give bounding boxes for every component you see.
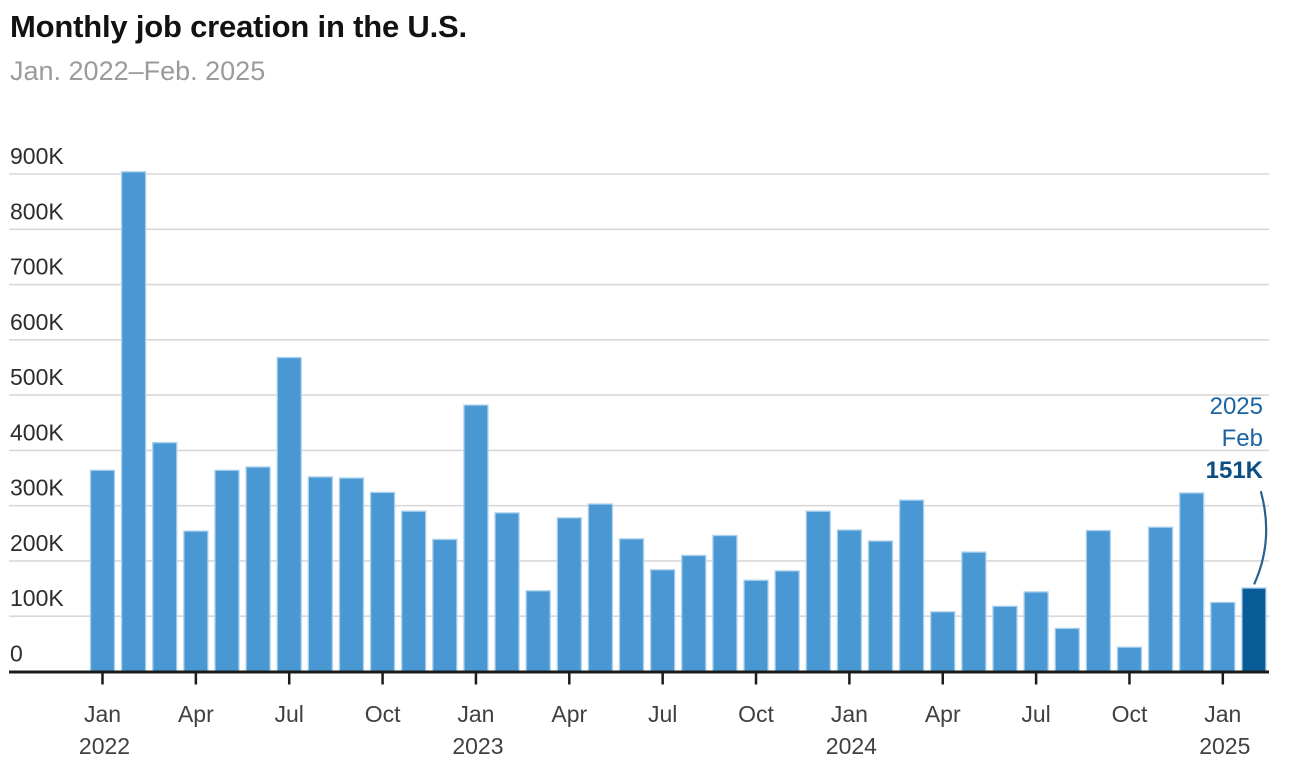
x-axis-label-oct-2023: Oct — [738, 701, 774, 727]
bar-jan-2025 — [1210, 601, 1236, 674]
bar-feb-2024 — [867, 540, 894, 674]
x-axis-label-jan-2024: Jan — [831, 701, 868, 727]
x-axis-label-jan-2025: Jan — [1204, 701, 1241, 727]
y-axis-label-400k: 400K — [10, 419, 64, 445]
bar-oct-2024 — [1116, 646, 1143, 674]
x-axis-label-apr-2023: Apr — [551, 701, 587, 727]
bar-may-2024 — [961, 551, 987, 674]
bar-apr-2023 — [556, 517, 582, 674]
chart-title: Monthly job creation in the U.S. — [10, 9, 467, 44]
bar-aug-2024 — [1054, 627, 1080, 674]
bar-jan-2023 — [463, 404, 489, 674]
y-axis-label-300k: 300K — [10, 475, 64, 501]
bar-feb-2023 — [494, 512, 520, 674]
bar-mar-2024 — [898, 499, 925, 674]
annotation-callout-curve — [1253, 490, 1268, 585]
bar-nov-2024 — [1147, 526, 1174, 674]
x-axis-year-2024: 2024 — [826, 733, 877, 759]
y-axis-label-600k: 600K — [10, 309, 64, 335]
x-axis-label-jul-2022: Jul — [275, 701, 304, 727]
y-axis-label-700k: 700K — [10, 254, 64, 280]
chart-subtitle: Jan. 2022–Feb. 2025 — [10, 56, 266, 86]
x-axis-label-jan-2023: Jan — [457, 701, 494, 727]
bar-sep-2024 — [1085, 529, 1111, 674]
x-axis-label-apr-2024: Apr — [925, 701, 961, 727]
x-axis-label-jul-2024: Jul — [1021, 701, 1050, 727]
x-axis-label-apr-2022: Apr — [178, 701, 214, 727]
bar-jan-2024 — [836, 529, 863, 674]
bar-dec-2022 — [432, 538, 458, 674]
bar-mar-2022 — [152, 441, 178, 674]
x-axis-label-jul-2023: Jul — [648, 701, 677, 727]
bar-jul-2024 — [1023, 591, 1049, 674]
bar-feb-2022 — [120, 171, 147, 674]
bar-jul-2022 — [276, 356, 302, 674]
y-axis-label-800k: 800K — [10, 198, 64, 224]
bar-feb-2025 — [1241, 587, 1267, 674]
x-axis-year-2022: 2022 — [79, 733, 130, 759]
bar-oct-2022 — [369, 491, 396, 674]
y-axis-label-100k: 100K — [10, 585, 64, 611]
x-axis-year-2023: 2023 — [452, 733, 503, 759]
bar-sep-2023 — [712, 534, 738, 674]
bar-oct-2023 — [743, 579, 769, 674]
x-axis-label-oct-2022: Oct — [365, 701, 401, 727]
annotation-month: Feb — [1222, 425, 1263, 452]
y-axis-label-0: 0 — [10, 641, 23, 667]
x-axis-year-2025: 2025 — [1199, 733, 1250, 759]
bar-sep-2022 — [338, 477, 365, 674]
x-axis-label-jan-2022: Jan — [84, 701, 121, 727]
annotation-year: 2025 — [1210, 393, 1263, 420]
bar-nov-2022 — [401, 510, 427, 674]
bar-dec-2023 — [805, 510, 831, 674]
bar-aug-2023 — [681, 554, 707, 674]
bar-mar-2023 — [525, 590, 551, 674]
bar-jun-2022 — [245, 466, 271, 674]
bar-may-2023 — [587, 503, 614, 674]
y-axis-label-500k: 500K — [10, 364, 64, 390]
annotation-value: 151K — [1206, 457, 1264, 484]
bar-nov-2023 — [774, 570, 800, 674]
bar-dec-2024 — [1179, 492, 1205, 674]
bar-apr-2022 — [183, 530, 209, 674]
bar-jun-2024 — [992, 605, 1018, 674]
bar-apr-2024 — [930, 611, 956, 674]
y-axis-label-900k: 900K — [10, 143, 64, 169]
x-axis-label-oct-2024: Oct — [1112, 701, 1148, 727]
y-axis-label-200k: 200K — [10, 530, 64, 556]
bar-jan-2022 — [89, 469, 116, 674]
bar-may-2022 — [214, 469, 240, 674]
bar-aug-2022 — [307, 476, 333, 674]
bar-jun-2023 — [618, 538, 645, 674]
bar-jul-2023 — [650, 569, 676, 674]
